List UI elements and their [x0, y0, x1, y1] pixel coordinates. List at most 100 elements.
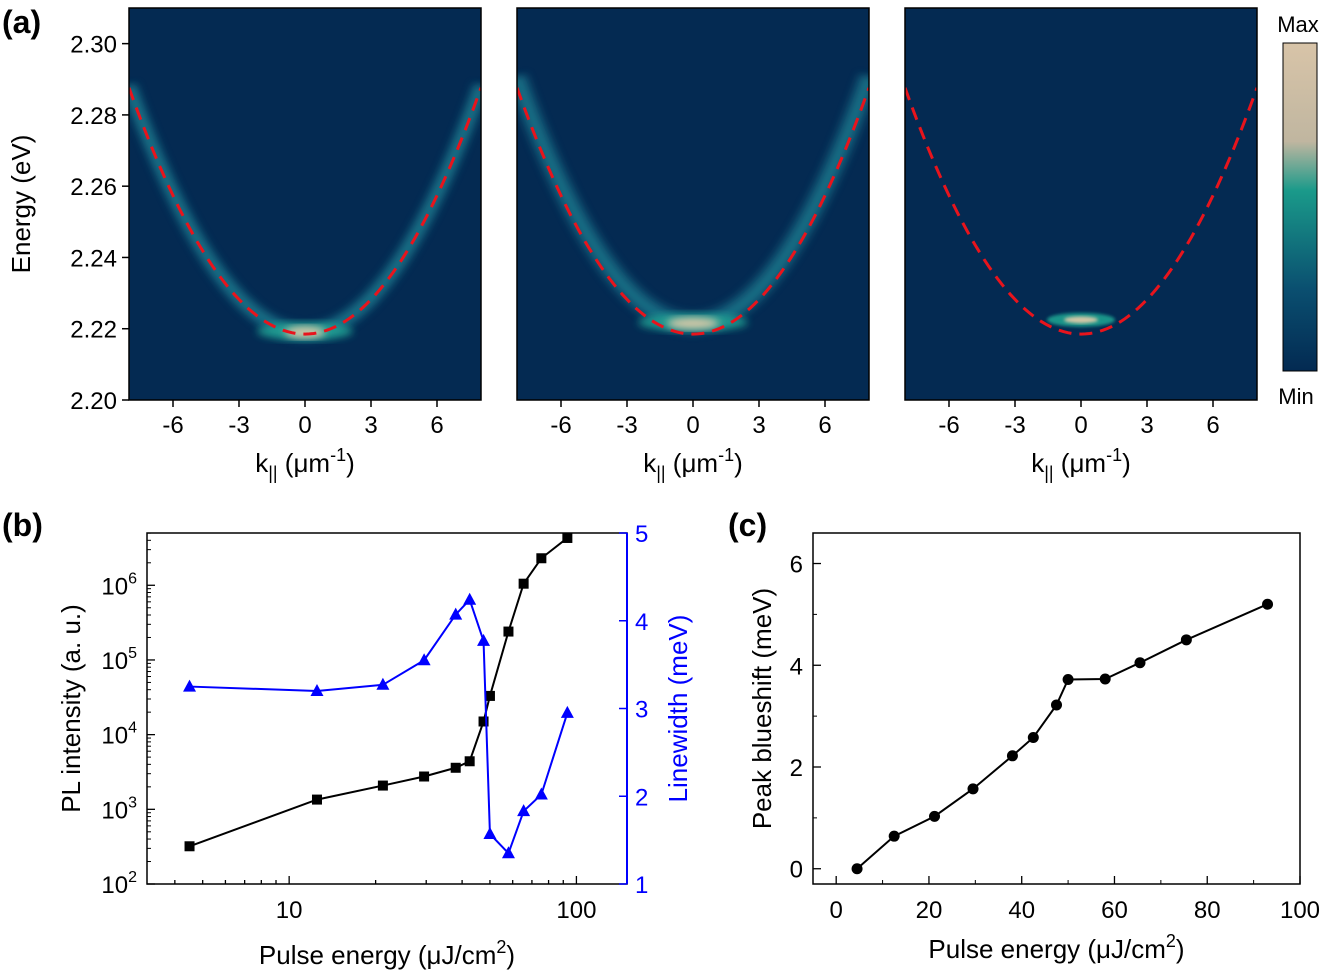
x-tick-label: 0	[1074, 412, 1087, 439]
y-tick-exponent: 6	[128, 570, 137, 587]
colorbar	[1282, 42, 1318, 372]
heatmap-content	[129, 82, 481, 342]
y-right-tick-label: 1	[635, 872, 648, 899]
heatmap-content	[905, 87, 1257, 336]
y-right-tick-label: 5	[635, 521, 648, 548]
x-label-subscript: ||	[268, 463, 277, 483]
heatmap-panel-1: -6 -3 0 3 6 k|| (μm-1)	[128, 7, 482, 483]
blueshift-point	[1006, 750, 1018, 762]
y-tick-label: 102	[101, 869, 137, 899]
dispersion-curve	[905, 87, 1257, 336]
x-tick-label: 3	[752, 412, 765, 439]
y-tick-label: 103	[101, 794, 137, 824]
pl-intensity-point	[464, 756, 475, 767]
y-axis-label: PL intensity (a. u.)	[56, 604, 86, 813]
heatmap-panel-2: -6 -3 0 3 6 k|| (μm-1)	[516, 7, 870, 483]
pl-intensity-point	[562, 532, 573, 543]
linewidth-point	[560, 705, 574, 718]
pl-intensity-point	[419, 771, 430, 782]
x-tick-label: 100	[1280, 897, 1320, 924]
blueshift-point	[1134, 657, 1146, 669]
pl-intensity-point	[503, 626, 514, 637]
pl-intensity-point	[484, 690, 495, 701]
pl-intensity-point	[377, 780, 388, 791]
y-tick-label: 2	[790, 755, 803, 782]
x-tick-label: 6	[1206, 412, 1219, 439]
y-axis-label: Energy (eV)	[6, 135, 36, 274]
y-tick-label: 2.20	[70, 388, 117, 415]
emission-peak	[1064, 316, 1098, 324]
emission-peak	[667, 317, 719, 330]
emission-peak	[285, 326, 325, 339]
x-tick-label: 40	[1008, 897, 1035, 924]
x-tick-label: 10	[276, 897, 303, 924]
blueshift-point	[1027, 731, 1039, 743]
x-label-superscript: -1	[1106, 445, 1122, 465]
heatmap-panel-3: -6 -3 0 3 6 k|| (μm-1)	[904, 7, 1258, 483]
pl-intensity-point	[450, 762, 461, 773]
blueshift-point	[1099, 673, 1111, 685]
x-label-superscript: 2	[496, 937, 506, 957]
linewidth-point	[463, 592, 477, 605]
x-tick-label: 60	[1101, 897, 1128, 924]
y-tick-label: 2.28	[70, 103, 117, 130]
x-axis-label: Pulse energy (μJ/cm2)	[928, 931, 1184, 964]
x-tick-label: 0	[830, 897, 843, 924]
y-tick-exponent: 4	[128, 720, 137, 737]
x-label-close: )	[506, 940, 515, 970]
y-right-tick-label: 3	[635, 697, 648, 724]
x-tick-label: 20	[916, 897, 943, 924]
blueshift-point	[851, 863, 863, 875]
x-tick-label: -3	[228, 412, 249, 439]
pl-intensity-point	[478, 716, 489, 727]
blueshift-point	[1062, 674, 1074, 686]
linewidth-point	[534, 787, 548, 800]
x-label-unit: (μm	[1054, 448, 1107, 478]
x-axis-label: k|| (μm-1)	[255, 445, 355, 483]
heatmap-background	[905, 8, 1257, 400]
blueshift-point	[929, 810, 941, 822]
panel-b: (b) 10 100 102 103 104 105 106 1 2 3 4 5 Pulse energ…	[2, 507, 693, 970]
y-right-tick-label: 4	[635, 609, 648, 636]
y-tick-exponent: 2	[128, 869, 137, 886]
blueshift-point	[1180, 634, 1192, 646]
pl-intensity-point	[536, 553, 547, 564]
x-label-superscript: 2	[1166, 931, 1176, 951]
linewidth-point	[477, 633, 491, 646]
x-tick-label: 3	[364, 412, 377, 439]
x-tick-label: 80	[1194, 897, 1221, 924]
linewidth-point	[183, 679, 197, 692]
y-tick-label: 0	[790, 857, 803, 884]
y-tick-label: 2.30	[70, 32, 117, 59]
linewidth-point	[517, 804, 531, 817]
x-axis-label: Pulse energy (μJ/cm2)	[259, 937, 515, 970]
x-label-close: )	[346, 448, 355, 478]
linewidth-point	[310, 683, 324, 696]
y-tick-label: 105	[101, 645, 137, 675]
series-line-pl-intensity	[189, 537, 568, 848]
x-tick-label: -3	[616, 412, 637, 439]
x-label-superscript: -1	[330, 445, 346, 465]
x-tick-label: 0	[686, 412, 699, 439]
x-axis-label: k|| (μm-1)	[1031, 445, 1131, 483]
pl-intensity-point	[184, 841, 195, 852]
y-tick-label: 2.22	[70, 317, 117, 344]
panel-c-label: (c)	[728, 507, 767, 543]
pl-intensity-point	[311, 794, 322, 805]
y-tick-label: 104	[101, 720, 137, 750]
linewidth-point	[417, 653, 431, 666]
y-tick-label: 2.26	[70, 174, 117, 201]
x-tick-label: -6	[938, 412, 959, 439]
blueshift-point	[1051, 699, 1062, 711]
x-tick-label: 100	[556, 897, 596, 924]
y-tick-exponent: 5	[128, 645, 137, 662]
x-tick-label: 6	[818, 412, 831, 439]
y-right-axis-label: Linewidth (meV)	[663, 615, 693, 803]
x-axis-label: k|| (μm-1)	[643, 445, 743, 483]
x-tick-label: 0	[298, 412, 311, 439]
y-tick-label: 6	[790, 552, 803, 579]
panel-a-label: (a)	[2, 4, 41, 40]
x-label-subscript: ||	[1044, 463, 1053, 483]
y-tick-label: 4	[790, 653, 803, 680]
